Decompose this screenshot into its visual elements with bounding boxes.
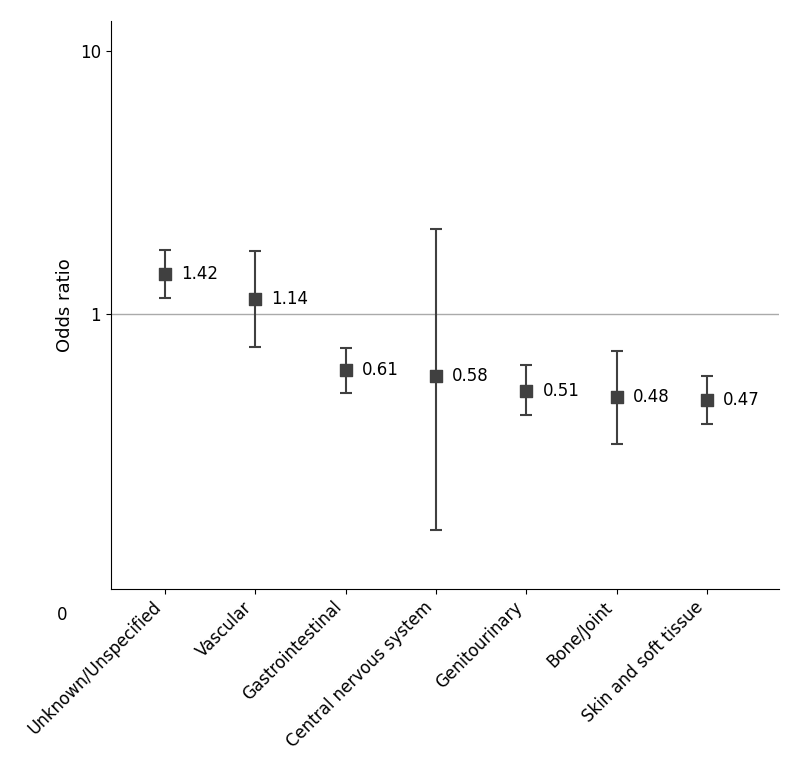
Text: 0.48: 0.48 <box>633 388 670 407</box>
Point <box>610 391 623 404</box>
Point <box>158 267 171 279</box>
Text: 0.61: 0.61 <box>362 361 398 379</box>
Point <box>249 293 262 305</box>
Text: 0.47: 0.47 <box>723 391 760 409</box>
Point <box>701 394 714 406</box>
Text: 1.14: 1.14 <box>271 290 309 308</box>
Point <box>339 364 352 376</box>
Text: 0: 0 <box>57 606 67 624</box>
Text: 0.51: 0.51 <box>542 381 579 400</box>
Y-axis label: Odds ratio: Odds ratio <box>56 258 74 351</box>
Text: 0.58: 0.58 <box>452 367 489 385</box>
Point <box>520 384 533 397</box>
Point <box>430 370 442 382</box>
Text: 1.42: 1.42 <box>181 265 218 283</box>
